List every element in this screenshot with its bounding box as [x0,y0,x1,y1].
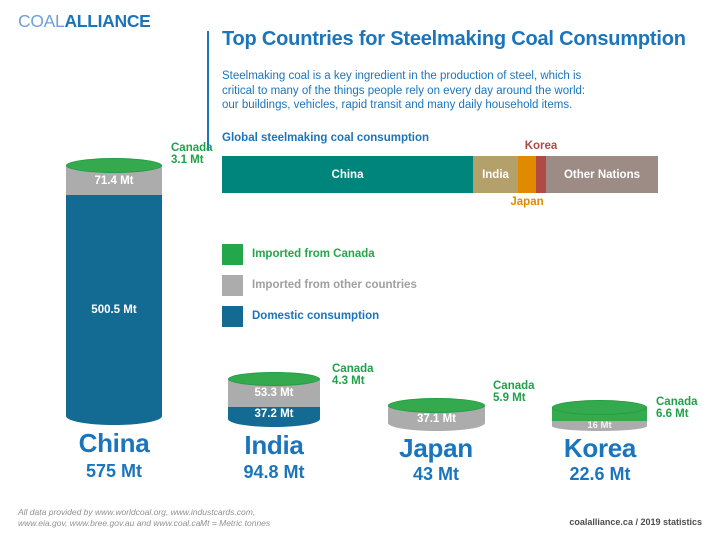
bar-segment-japan [518,156,536,193]
bar-korea-label: Korea [524,140,558,152]
china-domestic-value: 500.5 Mt [91,304,137,316]
subtitle-line-3: our buildings, vehicles, rapid transit a… [222,99,573,111]
china-canada-import-cap [66,158,162,173]
japan-canada-title: Canada [493,380,535,392]
china-other-imports-value: 71.4 Mt [94,174,134,187]
india-canada-title: Canada [332,363,374,375]
korea-canada-label: Canada 6.6 Mt [656,396,698,420]
korea-total-label: 22.6 Mt [569,464,631,484]
korea-canada-title: Canada [656,396,698,408]
china-canada-title: Canada [171,142,213,154]
india-domestic-band: 37.2 Mt [228,407,320,427]
footer-sources-line-2: www.eia.gov, www.bree.gov.au and www.coa… [18,518,201,528]
legend-label-other: Imported from other countries [252,279,417,291]
coal-alliance-logo: COALALLIANCE [18,11,151,32]
china-name-label: China [78,428,150,458]
bar-segment-other-nations: Other Nations [546,156,658,193]
japan-name-label: Japan [399,433,473,463]
korea-other-imports-value: 16 Mt [587,420,612,431]
korea-name-label: Korea [563,433,637,463]
korea-canada-import-cap [552,400,647,415]
korea-other-imports-band: 16 Mt [552,421,647,431]
global-consumption-stacked-bar: China India Other Nations [222,156,658,193]
india-other-imports-value: 53.3 Mt [254,387,294,399]
logo-coal-text: COAL [18,11,65,31]
footer-credit: coalalliance.ca / 2019 statistics [569,517,702,527]
bar-segment-korea [536,156,546,193]
bar-segment-other-nations-label: Other Nations [563,168,641,181]
india-canada-label: Canada 4.3 Mt [332,363,374,387]
bar-segment-china: China [222,156,473,193]
japan-other-imports-value: 37.1 Mt [417,412,456,425]
india-canada-value: 4.3 Mt [332,374,365,387]
china-domestic-band: 500.5 Mt [66,195,162,425]
legend-swatch-domestic-blue [222,306,243,327]
bar-segment-india-label: India [482,168,509,181]
logo-alliance-text: ALLIANCE [64,11,151,31]
legend-label-domestic: Domestic consumption [252,310,380,322]
korea-canada-value: 6.6 Mt [656,407,689,420]
japan-canada-label: Canada 5.9 Mt [493,380,535,404]
india-total-label: 94.8 Mt [243,462,305,482]
china-canada-value: 3.1 Mt [171,153,204,166]
legend-swatch-other-gray [222,275,243,296]
india-name-label: India [244,430,304,460]
page-subtitle: Steelmaking coal is a key ingredient in … [222,69,702,113]
footer-unit-note: Mt = Metric tonnes [200,518,271,528]
subtitle-line-1: Steelmaking coal is a key ingredient in … [222,70,582,82]
legend-label-canada: Imported from Canada [252,248,375,260]
china-canada-label: Canada 3.1 Mt [171,142,213,166]
header-divider-rule [207,31,209,150]
bar-japan-label: Japan [510,196,544,208]
footer-data-sources: All data provided by www.worldcoal.org, … [18,507,255,529]
china-total-label: 575 Mt [85,461,143,481]
subtitle-line-2: critical to many of the things people re… [222,84,586,97]
india-canada-import-cap [228,372,320,386]
bar-segment-china-label: China [331,168,364,181]
india-domestic-value: 37.2 Mt [254,408,294,420]
global-consumption-bar-title: Global steelmaking coal consumption [222,132,430,144]
japan-canada-value: 5.9 Mt [493,391,526,404]
legend-swatch-canada-green [222,244,243,265]
japan-canada-import-cap [388,398,485,413]
japan-total-label: 43 Mt [412,464,459,484]
page-title: Top Countries for Steelmaking Coal Consu… [222,28,686,50]
footer-sources-line-1: All data provided by www.worldcoal.org, … [18,507,256,517]
bar-segment-india: India [473,156,518,193]
